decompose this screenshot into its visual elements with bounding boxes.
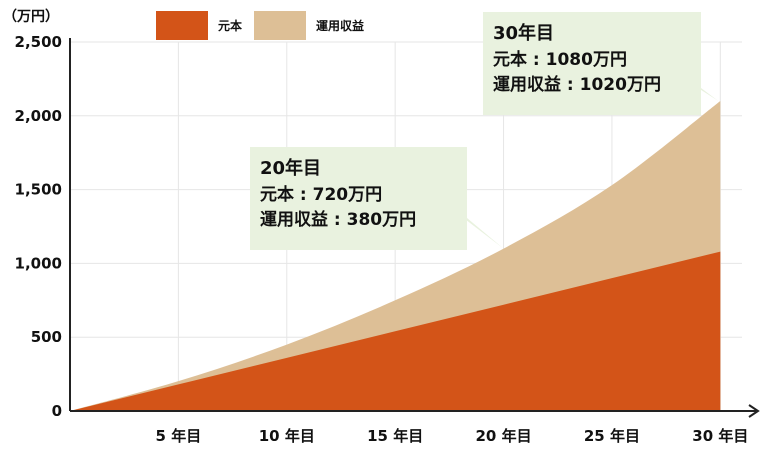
y-tick-label: 500 [31, 328, 62, 346]
x-tick-label: 5 年目 [156, 427, 202, 445]
callout-title: 20年目 [260, 157, 321, 179]
legend-swatch [254, 11, 306, 40]
y-tick-label: 0 [52, 402, 62, 420]
axes: 0 500 1,000 1,500 2,000 2,500 5 年目 10 年目 15 年目 20… [15, 33, 760, 445]
x-axis-arrow-icon [748, 404, 760, 418]
callout-box [250, 147, 467, 250]
x-tick-label: 25 年目 [584, 427, 640, 445]
callout-title: 30年目 [493, 22, 554, 44]
callout-line: 元本 : 1080万円 [493, 49, 627, 70]
series-area-元本 [70, 251, 721, 411]
legend-label: 運用収益 [316, 18, 364, 33]
y-unit-label: （万円） [3, 9, 59, 25]
callout-box [483, 12, 701, 115]
callout-line: 元本 : 720万円 [260, 184, 382, 205]
plot-areas [70, 101, 721, 411]
x-tick-label: 30 年目 [692, 427, 748, 445]
legend: 元本 運用収益 [156, 11, 364, 40]
x-tick-label: 20 年目 [475, 427, 531, 445]
x-tick-label: 10 年目 [259, 427, 315, 445]
legend-swatch [156, 11, 208, 40]
y-tick-label: 1,000 [15, 254, 62, 272]
callout-line: 運用収益 : 380万円 [260, 209, 416, 230]
y-tick-label: 1,500 [15, 181, 62, 199]
legend-label: 元本 [218, 18, 242, 33]
x-tick-label: 15 年目 [367, 427, 423, 445]
y-tick-label: 2,000 [15, 107, 62, 125]
callout-line: 運用収益 : 1020万円 [493, 74, 661, 95]
y-tick-label: 2,500 [15, 33, 62, 51]
